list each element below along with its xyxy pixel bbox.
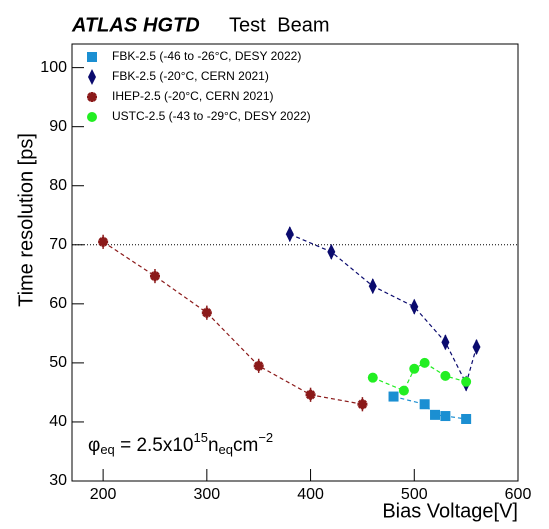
annotation-part: eq xyxy=(100,442,114,457)
marker xyxy=(87,92,97,102)
marker xyxy=(87,52,97,62)
y-tick-label: 30 xyxy=(49,472,67,489)
marker xyxy=(461,413,472,424)
marker xyxy=(357,399,368,410)
y-tick-label: 40 xyxy=(49,413,67,430)
experiment: ATLAS xyxy=(71,14,138,36)
marker xyxy=(368,278,377,295)
annotation: φeq = 2.5x1015neqcm−2 xyxy=(88,430,273,457)
x-axis-label: Bias Voltage[V] xyxy=(382,500,518,522)
annotation-part: = 2.5x10 xyxy=(115,435,194,456)
series-line xyxy=(393,395,467,420)
legend-label: IHEP-2.5 (-20°C, CERN 2021) xyxy=(112,89,274,103)
series-line xyxy=(102,241,363,405)
y-tick-label: 50 xyxy=(49,354,67,371)
marker xyxy=(87,112,97,122)
marker xyxy=(440,370,451,381)
marker xyxy=(201,307,212,318)
marker xyxy=(472,338,481,355)
y-tick-label: 90 xyxy=(49,118,67,135)
y-axis-label: Time resolution [ps] xyxy=(15,133,37,307)
subtitle: Test Beam xyxy=(229,14,329,36)
marker xyxy=(367,372,378,383)
marker xyxy=(88,69,96,85)
marker xyxy=(461,376,472,387)
marker xyxy=(430,409,441,420)
detector: HGTD xyxy=(143,14,200,36)
marker xyxy=(98,236,109,247)
annotation-part: n xyxy=(208,435,219,456)
marker xyxy=(440,411,451,422)
legend: FBK-2.5 (-46 to -26°C, DESY 2022) FBK-2.5… xyxy=(87,49,311,123)
y-tick-label: 100 xyxy=(40,59,67,76)
annotation-part: φ xyxy=(88,435,100,456)
x-tick-label: 500 xyxy=(401,486,428,503)
legend-label: USTC-2.5 (-43 to -29°C, DESY 2022) xyxy=(112,109,311,123)
annotation-part: eq xyxy=(219,442,233,457)
x-tick-label: 600 xyxy=(505,486,532,503)
marker xyxy=(419,399,430,410)
marker xyxy=(253,360,264,371)
marker xyxy=(409,363,420,374)
y-tick-label: 60 xyxy=(49,295,67,312)
marker xyxy=(388,391,399,402)
marker xyxy=(327,243,336,260)
marker xyxy=(441,334,450,351)
marker xyxy=(285,226,294,243)
y-tick-label: 80 xyxy=(49,177,67,194)
legend-label: FBK-2.5 (-20°C, CERN 2021) xyxy=(112,69,269,83)
series-line xyxy=(372,362,467,392)
annotation-part: 15 xyxy=(194,430,208,445)
marker xyxy=(419,357,430,368)
marker xyxy=(410,298,419,315)
marker xyxy=(305,389,316,400)
annotation-part: cm xyxy=(233,435,258,456)
marker xyxy=(149,271,160,282)
legend-label: FBK-2.5 (-46 to -26°C, DESY 2022) xyxy=(112,49,301,63)
series-line xyxy=(289,233,478,386)
y-tick-label: 70 xyxy=(49,236,67,253)
plot-frame xyxy=(71,43,519,482)
marker xyxy=(398,385,409,396)
annotation-part: −2 xyxy=(258,430,273,445)
x-tick-label: 400 xyxy=(297,486,324,503)
x-tick-label: 300 xyxy=(193,486,220,503)
x-tick-label: 200 xyxy=(90,486,117,503)
